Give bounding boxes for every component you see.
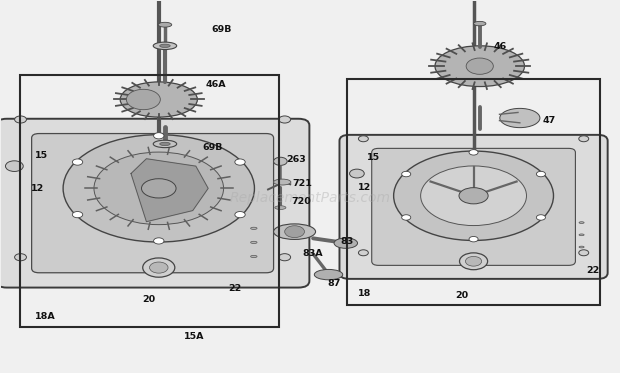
- Text: 18A: 18A: [35, 312, 56, 321]
- Text: 721: 721: [293, 179, 312, 188]
- Ellipse shape: [435, 46, 525, 87]
- Circle shape: [279, 116, 291, 123]
- Text: 12: 12: [358, 183, 371, 192]
- Text: 47: 47: [542, 116, 556, 125]
- Circle shape: [402, 215, 410, 220]
- Circle shape: [466, 256, 482, 266]
- Bar: [347, 79, 600, 305]
- Text: 69B: 69B: [211, 25, 232, 34]
- Circle shape: [536, 215, 546, 220]
- Text: ReplacementParts.com: ReplacementParts.com: [229, 191, 391, 205]
- Circle shape: [154, 133, 164, 139]
- Circle shape: [469, 150, 478, 155]
- Circle shape: [285, 226, 304, 238]
- Ellipse shape: [120, 82, 197, 117]
- Text: 20: 20: [455, 291, 468, 300]
- Text: 22: 22: [229, 284, 242, 293]
- Ellipse shape: [273, 179, 291, 185]
- Ellipse shape: [141, 179, 176, 198]
- Circle shape: [143, 258, 175, 277]
- Circle shape: [402, 171, 410, 177]
- Text: 83A: 83A: [303, 250, 323, 258]
- FancyBboxPatch shape: [340, 135, 608, 279]
- Circle shape: [149, 262, 168, 273]
- Ellipse shape: [250, 227, 257, 229]
- Text: 69B: 69B: [202, 143, 223, 152]
- Ellipse shape: [160, 44, 171, 47]
- Circle shape: [15, 116, 27, 123]
- Bar: [20, 75, 279, 327]
- Ellipse shape: [273, 224, 316, 239]
- Ellipse shape: [459, 188, 488, 204]
- Ellipse shape: [153, 140, 177, 148]
- Circle shape: [273, 157, 287, 165]
- Circle shape: [15, 254, 27, 261]
- Polygon shape: [131, 159, 208, 222]
- Text: 263: 263: [286, 155, 306, 164]
- Ellipse shape: [334, 238, 358, 248]
- Circle shape: [459, 253, 487, 270]
- Text: 18: 18: [358, 289, 371, 298]
- Circle shape: [235, 211, 246, 218]
- Ellipse shape: [158, 22, 172, 27]
- Ellipse shape: [474, 21, 486, 26]
- Ellipse shape: [314, 269, 343, 280]
- Circle shape: [469, 236, 478, 242]
- Ellipse shape: [579, 246, 584, 248]
- Ellipse shape: [275, 206, 286, 210]
- Ellipse shape: [420, 166, 526, 226]
- Text: 15: 15: [367, 153, 380, 162]
- Circle shape: [154, 238, 164, 244]
- Ellipse shape: [250, 256, 257, 258]
- Circle shape: [279, 254, 291, 261]
- Ellipse shape: [153, 42, 177, 50]
- Ellipse shape: [500, 109, 540, 128]
- Text: 20: 20: [142, 295, 155, 304]
- Text: 46: 46: [494, 42, 507, 51]
- Circle shape: [73, 211, 82, 218]
- FancyBboxPatch shape: [372, 148, 575, 265]
- Circle shape: [358, 136, 368, 142]
- Circle shape: [358, 250, 368, 256]
- Circle shape: [6, 161, 23, 172]
- Text: 15A: 15A: [184, 332, 204, 341]
- FancyBboxPatch shape: [0, 119, 309, 288]
- Ellipse shape: [160, 142, 171, 145]
- FancyBboxPatch shape: [32, 134, 273, 273]
- Text: 87: 87: [327, 279, 340, 288]
- Circle shape: [350, 169, 365, 178]
- Text: 83: 83: [341, 237, 354, 246]
- Circle shape: [466, 58, 494, 74]
- Circle shape: [73, 159, 82, 165]
- Text: 12: 12: [31, 184, 44, 193]
- Circle shape: [235, 159, 246, 165]
- Ellipse shape: [94, 152, 224, 225]
- Ellipse shape: [63, 135, 254, 242]
- Ellipse shape: [579, 222, 584, 223]
- Circle shape: [578, 136, 589, 142]
- Ellipse shape: [394, 151, 554, 241]
- Circle shape: [578, 250, 589, 256]
- Ellipse shape: [250, 241, 257, 244]
- Circle shape: [536, 171, 546, 177]
- Ellipse shape: [579, 234, 584, 236]
- Text: 15: 15: [35, 151, 48, 160]
- Text: 720: 720: [291, 197, 311, 206]
- Text: 46A: 46A: [205, 80, 226, 89]
- Ellipse shape: [126, 89, 161, 110]
- Text: 22: 22: [587, 266, 600, 275]
